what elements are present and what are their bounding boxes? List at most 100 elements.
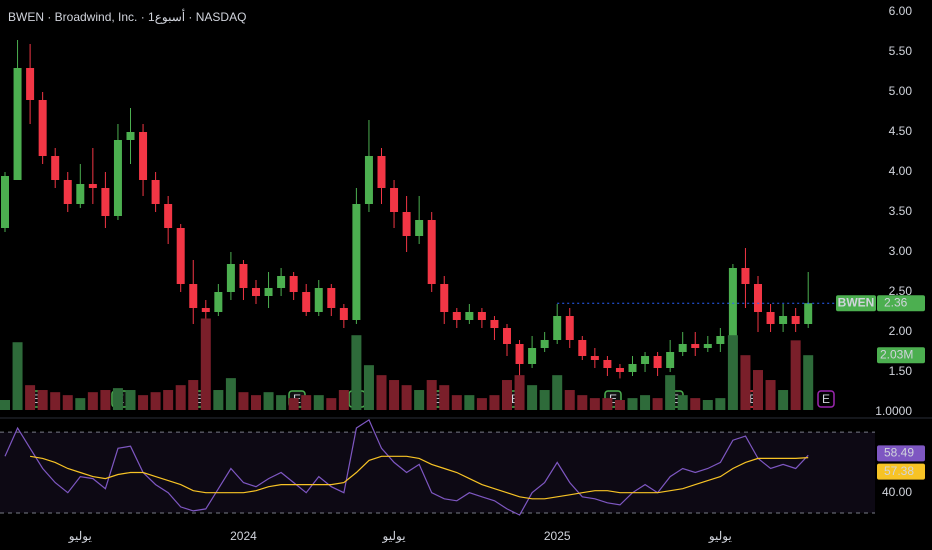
- y-tick-label: 2.50: [889, 284, 913, 298]
- y-tick-label: 5.00: [889, 84, 913, 98]
- volume-bar: [238, 392, 249, 410]
- volume-bar: [640, 395, 651, 410]
- symbol-tag-label: BWEN: [838, 295, 875, 309]
- volume-bar: [614, 400, 625, 410]
- candle-body: [63, 180, 72, 204]
- volume-bar: [589, 398, 600, 410]
- rsi-line: [4, 419, 809, 516]
- candle-body: [377, 156, 386, 188]
- earnings-label: E: [609, 392, 617, 406]
- volume-bar: [376, 375, 387, 410]
- volume-bar: [677, 395, 688, 410]
- volume-bar: [351, 335, 362, 410]
- candle-body: [503, 328, 511, 344]
- candle-body: [38, 100, 47, 156]
- volume-bar: [138, 395, 149, 410]
- x-tick-label: يوليو: [68, 529, 92, 543]
- candle-body: [553, 316, 562, 340]
- volume-bar: [276, 395, 287, 410]
- candle-body: [277, 276, 286, 288]
- candle-body: [302, 292, 311, 312]
- volume-bar: [627, 398, 638, 410]
- candle-body: [603, 360, 612, 368]
- chart-title: BWEN · Broadwind, Inc. · 1أسبوع · NASDAQ: [8, 9, 246, 24]
- x-tick-label: يوليو: [382, 529, 406, 543]
- candle-body: [339, 308, 348, 320]
- volume-bar: [263, 392, 274, 410]
- candle-body: [666, 352, 675, 368]
- candle-body: [314, 288, 323, 312]
- y-tick-label: 2.00: [889, 324, 913, 338]
- candle-body: [26, 68, 35, 100]
- candle-body: [641, 356, 650, 364]
- volume-bar: [476, 398, 487, 410]
- volume-bar: [527, 385, 538, 410]
- candle-body: [113, 140, 122, 216]
- volume-bar: [125, 390, 136, 410]
- y-tick-label: 4.00: [889, 164, 913, 178]
- volume-tag: [877, 347, 925, 364]
- candle-body: [427, 220, 436, 284]
- candle-body: [791, 316, 800, 324]
- candle-body: [415, 220, 424, 236]
- y-tick-label: 4.50: [889, 124, 913, 138]
- candle-body: [402, 212, 411, 236]
- volume-bar: [803, 355, 814, 410]
- candle-body: [352, 204, 361, 320]
- volume-bar: [451, 395, 462, 410]
- volume-bar: [464, 395, 475, 410]
- rsi-tick-label: 40.00: [882, 485, 912, 499]
- y-tick-label: 3.50: [889, 204, 913, 218]
- volume-bar: [100, 390, 111, 410]
- price-tag: [877, 295, 925, 312]
- candle-body: [452, 312, 461, 320]
- volume-bar: [439, 385, 450, 410]
- price-tag-label: 2.36: [884, 295, 908, 309]
- volume-bar: [690, 398, 701, 410]
- candle-body: [151, 180, 160, 204]
- y-tick-label: 6.00: [889, 4, 913, 18]
- candle-body: [126, 132, 135, 140]
- volume-bar: [715, 398, 726, 410]
- volume-bar: [765, 380, 776, 410]
- volume-bar: [175, 385, 186, 410]
- candle-body: [1, 176, 9, 228]
- volume-bar: [338, 390, 349, 410]
- earnings-badge: [817, 390, 835, 408]
- candle-body: [515, 344, 524, 364]
- candle-body: [590, 356, 599, 360]
- candle-body: [252, 288, 260, 296]
- volume-bar: [188, 380, 199, 410]
- volume-bar: [62, 395, 73, 410]
- volume-bar: [112, 388, 123, 410]
- volume-bar: [363, 365, 374, 410]
- volume-bar: [301, 395, 312, 410]
- rsi-tag: [877, 463, 925, 480]
- candle-body: [264, 288, 273, 296]
- candle-body: [615, 368, 624, 372]
- candle-body: [13, 68, 22, 180]
- volume-bar: [25, 385, 36, 410]
- candle-body: [628, 364, 637, 372]
- volume-bar: [539, 390, 550, 410]
- candle-body: [565, 316, 574, 340]
- volume-bar: [50, 392, 61, 410]
- candle-body: [728, 268, 737, 336]
- volume-bar: [502, 380, 512, 410]
- volume-bar: [414, 390, 425, 410]
- candle-body: [51, 156, 60, 180]
- volume-bar: [401, 385, 412, 410]
- volume-bar: [87, 392, 98, 410]
- earnings-label: E: [433, 392, 441, 406]
- rsi-ma-line: [30, 455, 809, 500]
- rsi-tag-label: 58.49: [884, 446, 914, 460]
- volume-bar: [200, 318, 211, 410]
- volume-bar: [702, 400, 713, 410]
- candle-body: [540, 340, 549, 348]
- volume-bar: [225, 378, 236, 410]
- y-tick-label: 5.50: [889, 44, 913, 58]
- y-tick-label: 1.0000: [875, 404, 912, 418]
- earnings-label: E: [822, 392, 830, 406]
- candle-body: [716, 336, 725, 344]
